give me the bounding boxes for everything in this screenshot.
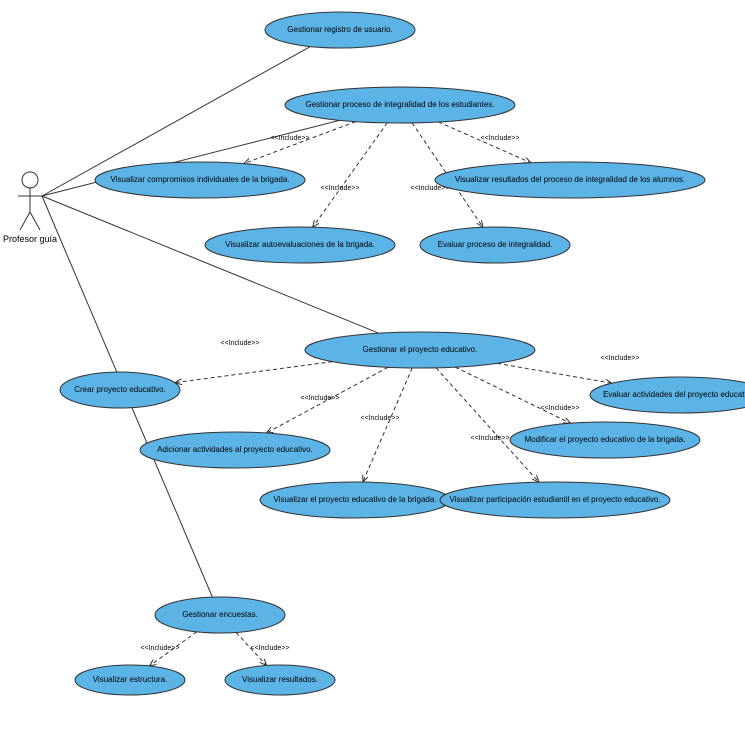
usecase-gestionar-registro: Gestionar registro de usuario. xyxy=(265,12,415,48)
usecase-label: Adicionar actividades al proyecto educat… xyxy=(157,445,313,454)
usecase-label: Visualizar participación estudiantil en … xyxy=(449,495,660,504)
include-label: <<Include>> xyxy=(141,645,180,652)
usecase-label: Evaluar actividades del proyecto educati… xyxy=(603,390,745,399)
include-label: <<Include>> xyxy=(481,135,520,142)
usecase-modificar-proyecto: Modificar el proyecto educativo de la br… xyxy=(510,422,700,458)
use-case-diagram: Profesor guía <<Include>> <<Include>> <<Inc… xyxy=(0,0,745,734)
usecase-visualizar-estructura: Visualizar estructura. xyxy=(75,665,185,695)
usecase-evaluar-actividades: Evaluar actividades del proyecto educati… xyxy=(590,377,745,413)
usecase-visualizar-autoevaluaciones: Visualizar autoevaluaciones de la brigad… xyxy=(205,227,395,263)
usecase-label: Crear proyecto educativo. xyxy=(74,385,166,394)
include-label: <<Include>> xyxy=(471,435,510,442)
include-line xyxy=(363,368,412,482)
usecase-visualizar-compromisos: Visualizar compromisos individuales de l… xyxy=(95,162,305,198)
usecase-gestionar-integralidad: Gestionar proceso de integralidad de los… xyxy=(285,87,515,123)
association-line xyxy=(42,196,379,333)
usecase-visualizar-participacion: Visualizar participación estudiantil en … xyxy=(440,482,670,518)
include-line xyxy=(244,122,356,164)
include-label: <<Include>> xyxy=(271,135,310,142)
usecase-adicionar-actividades: Adicionar actividades al proyecto educat… xyxy=(140,432,330,468)
usecase-label: Gestionar el proyecto educativo. xyxy=(363,345,478,354)
usecase-label: Visualizar resultados. xyxy=(242,675,318,684)
usecase-label: Visualizar el proyecto educativo de la b… xyxy=(273,495,436,504)
usecase-label: Visualizar resultados del proceso de int… xyxy=(455,175,685,184)
usecase-visualizar-resultados: Visualizar resultados. xyxy=(225,665,335,695)
include-label: <<Include>> xyxy=(541,405,580,412)
actor-profesor-guia: Profesor guía xyxy=(3,172,57,244)
usecase-gestionar-encuestas: Gestionar encuestas. xyxy=(155,597,285,633)
usecase-crear-proyecto: Crear proyecto educativo. xyxy=(60,372,180,408)
usecase-label: Gestionar encuestas. xyxy=(182,610,258,619)
actor-label: Profesor guía xyxy=(3,234,57,244)
usecase-label: Evaluar proceso de integralidad. xyxy=(438,240,553,249)
include-label: <<Include>> xyxy=(251,645,290,652)
usecase-label: Gestionar registro de usuario. xyxy=(287,25,392,34)
usecase-evaluar-integralidad: Evaluar proceso de integralidad. xyxy=(420,227,570,263)
usecase-visualizar-resultados-integralidad: Visualizar resultados del proceso de int… xyxy=(435,162,705,198)
usecase-label: Visualizar autoevaluaciones de la brigad… xyxy=(225,240,375,249)
usecase-label: Gestionar proceso de integralidad de los… xyxy=(305,100,494,109)
usecase-label: Visualizar estructura. xyxy=(93,675,168,684)
usecase-label: Visualizar compromisos individuales de l… xyxy=(110,175,289,184)
include-line xyxy=(436,368,539,482)
usecase-visualizar-proyecto: Visualizar el proyecto educativo de la b… xyxy=(260,482,450,518)
include-label: <<Include>> xyxy=(301,395,340,402)
include-label: <<Include>> xyxy=(221,340,260,347)
include-label: <<Include>> xyxy=(601,355,640,362)
include-line xyxy=(455,367,570,423)
include-line xyxy=(438,122,530,163)
usecase-label: Modificar el proyecto educativo de la br… xyxy=(525,435,686,444)
include-line xyxy=(313,123,387,227)
include-label: <<Include>> xyxy=(361,415,400,422)
include-line xyxy=(497,363,612,383)
include-line xyxy=(175,362,333,383)
usecase-gestionar-proyecto: Gestionar el proyecto educativo. xyxy=(305,332,535,368)
include-label: <<Include>> xyxy=(321,185,360,192)
